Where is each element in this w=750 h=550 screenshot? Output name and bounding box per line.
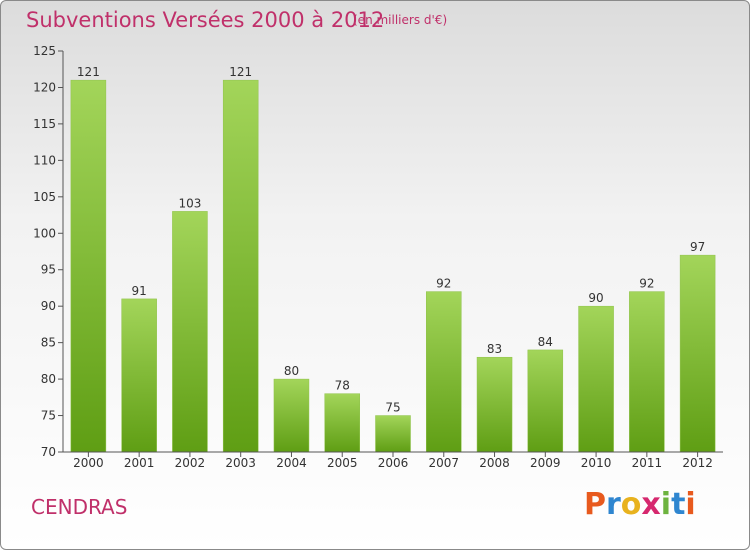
data-label: 90 [588, 291, 603, 305]
bar [375, 415, 411, 453]
commune-name: CENDRAS [31, 495, 128, 519]
x-tick-label: 2009 [530, 456, 561, 470]
data-label: 84 [538, 335, 553, 349]
data-label: 121 [229, 65, 252, 79]
bar [679, 254, 716, 453]
data-label: 80 [284, 364, 299, 378]
x-tick-label: 2007 [428, 456, 459, 470]
x-tick-label: 2001 [124, 456, 155, 470]
logo-letter: o [620, 487, 642, 522]
data-label: 91 [132, 284, 147, 298]
bar [527, 349, 564, 453]
bar [121, 298, 157, 453]
x-tick-label: 2005 [327, 456, 358, 470]
data-label: 103 [178, 196, 201, 210]
x-tick-label: 2006 [378, 456, 409, 470]
x-tick-label: 2002 [175, 456, 206, 470]
x-tick-label: 2008 [479, 456, 510, 470]
data-label: 92 [436, 277, 451, 291]
chart-unit: (en milliers d'€) [353, 13, 448, 27]
y-tick-label: 120 [33, 80, 56, 94]
data-label: 83 [487, 342, 502, 356]
y-tick-label: 125 [33, 44, 56, 58]
x-tick-label: 2011 [632, 456, 663, 470]
y-tick-label: 85 [41, 336, 56, 350]
y-tick-label: 90 [41, 299, 56, 313]
bar [578, 305, 614, 453]
data-label: 78 [335, 379, 350, 393]
chart-title: Subventions Versées 2000 à 2012 [26, 8, 385, 32]
logo-letter: i [660, 487, 672, 522]
y-tick-label: 75 [41, 409, 56, 423]
bar [273, 378, 310, 453]
bar [426, 291, 462, 453]
bar [629, 291, 665, 453]
logo-letter: r [606, 487, 621, 522]
x-tick-label: 2010 [581, 456, 612, 470]
y-tick-label: 70 [41, 445, 56, 459]
logo-letter: i [685, 487, 696, 522]
y-tick-label: 95 [41, 263, 56, 277]
bar [172, 211, 208, 453]
y-tick-label: 115 [33, 117, 56, 131]
logo-letter: t [671, 487, 686, 522]
x-tick-label: 2000 [73, 456, 104, 470]
data-label: 121 [77, 65, 100, 79]
bar [476, 356, 513, 453]
data-label: 97 [690, 240, 705, 254]
bar [324, 393, 360, 453]
data-label: 75 [385, 401, 400, 415]
data-label: 92 [639, 277, 654, 291]
proxiti-logo: Proxiti [584, 487, 696, 522]
y-tick-label: 100 [33, 226, 56, 240]
x-tick-label: 2003 [225, 456, 256, 470]
bar [222, 79, 259, 453]
x-tick-label: 2004 [276, 456, 307, 470]
logo-letter: x [641, 487, 661, 522]
y-tick-label: 105 [33, 190, 56, 204]
bar-chart: 121 91 103 121 80 78 75 92 83 84 90 92 97 70 75 80 85 90… [33, 44, 723, 470]
x-tick-label: 2012 [682, 456, 713, 470]
y-tick-label: 110 [33, 153, 56, 167]
y-tick-label: 80 [41, 372, 56, 386]
logo-letter: P [584, 487, 606, 522]
bar [70, 79, 107, 453]
